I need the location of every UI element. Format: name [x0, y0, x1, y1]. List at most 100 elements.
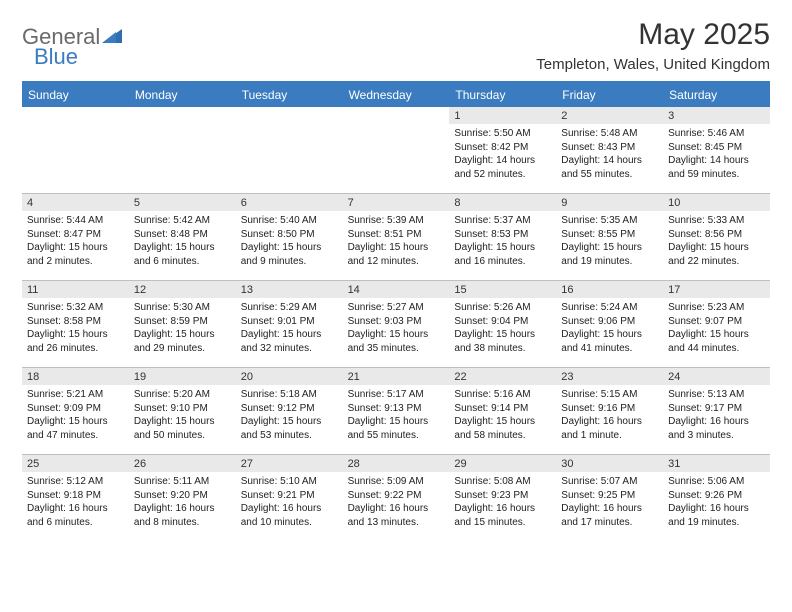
sunset-text: Sunset: 8:42 PM	[454, 141, 551, 155]
day-cell: 14Sunrise: 5:27 AMSunset: 9:03 PMDayligh…	[343, 281, 450, 367]
day2-text: and 44 minutes.	[668, 342, 765, 356]
day-details: Sunrise: 5:15 AMSunset: 9:16 PMDaylight:…	[556, 385, 663, 446]
week-row: 18Sunrise: 5:21 AMSunset: 9:09 PMDayligh…	[22, 367, 770, 454]
day-number: 27	[236, 455, 343, 472]
day-details: Sunrise: 5:42 AMSunset: 8:48 PMDaylight:…	[129, 211, 236, 272]
sunset-text: Sunset: 8:45 PM	[668, 141, 765, 155]
day-details: Sunrise: 5:09 AMSunset: 9:22 PMDaylight:…	[343, 472, 450, 533]
sunset-text: Sunset: 9:03 PM	[348, 315, 445, 329]
day-cell: 6Sunrise: 5:40 AMSunset: 8:50 PMDaylight…	[236, 194, 343, 280]
day1-text: Daylight: 16 hours	[27, 502, 124, 516]
day2-text: and 13 minutes.	[348, 516, 445, 530]
day-number	[129, 107, 236, 124]
sunset-text: Sunset: 9:18 PM	[27, 489, 124, 503]
day1-text: Daylight: 16 hours	[668, 415, 765, 429]
weekday-header-row: Sunday Monday Tuesday Wednesday Thursday…	[22, 83, 770, 107]
day-details: Sunrise: 5:07 AMSunset: 9:25 PMDaylight:…	[556, 472, 663, 533]
sunrise-text: Sunrise: 5:24 AM	[561, 301, 658, 315]
page-title: May 2025	[536, 18, 770, 52]
day-number: 24	[663, 368, 770, 385]
sunrise-text: Sunrise: 5:06 AM	[668, 475, 765, 489]
sunset-text: Sunset: 9:16 PM	[561, 402, 658, 416]
sunrise-text: Sunrise: 5:18 AM	[241, 388, 338, 402]
day1-text: Daylight: 15 hours	[134, 328, 231, 342]
sunset-text: Sunset: 9:22 PM	[348, 489, 445, 503]
day-cell: 17Sunrise: 5:23 AMSunset: 9:07 PMDayligh…	[663, 281, 770, 367]
day-number: 5	[129, 194, 236, 211]
day1-text: Daylight: 15 hours	[27, 328, 124, 342]
day-number: 13	[236, 281, 343, 298]
day-details: Sunrise: 5:18 AMSunset: 9:12 PMDaylight:…	[236, 385, 343, 446]
sunrise-text: Sunrise: 5:42 AM	[134, 214, 231, 228]
sunrise-text: Sunrise: 5:09 AM	[348, 475, 445, 489]
day-details: Sunrise: 5:17 AMSunset: 9:13 PMDaylight:…	[343, 385, 450, 446]
sunrise-text: Sunrise: 5:10 AM	[241, 475, 338, 489]
sunset-text: Sunset: 9:10 PM	[134, 402, 231, 416]
day1-text: Daylight: 15 hours	[134, 241, 231, 255]
sunrise-text: Sunrise: 5:44 AM	[27, 214, 124, 228]
day-number: 9	[556, 194, 663, 211]
day1-text: Daylight: 15 hours	[454, 241, 551, 255]
day-number: 11	[22, 281, 129, 298]
day-cell: 26Sunrise: 5:11 AMSunset: 9:20 PMDayligh…	[129, 455, 236, 541]
day-cell: 23Sunrise: 5:15 AMSunset: 9:16 PMDayligh…	[556, 368, 663, 454]
day-number: 15	[449, 281, 556, 298]
day-cell: 4Sunrise: 5:44 AMSunset: 8:47 PMDaylight…	[22, 194, 129, 280]
day2-text: and 41 minutes.	[561, 342, 658, 356]
sunrise-text: Sunrise: 5:40 AM	[241, 214, 338, 228]
day-cell: 7Sunrise: 5:39 AMSunset: 8:51 PMDaylight…	[343, 194, 450, 280]
sunrise-text: Sunrise: 5:21 AM	[27, 388, 124, 402]
day-number: 18	[22, 368, 129, 385]
day2-text: and 3 minutes.	[668, 429, 765, 443]
day1-text: Daylight: 15 hours	[561, 328, 658, 342]
sunrise-text: Sunrise: 5:29 AM	[241, 301, 338, 315]
day2-text: and 53 minutes.	[241, 429, 338, 443]
sunrise-text: Sunrise: 5:20 AM	[134, 388, 231, 402]
sunset-text: Sunset: 8:59 PM	[134, 315, 231, 329]
day2-text: and 1 minute.	[561, 429, 658, 443]
sunset-text: Sunset: 8:43 PM	[561, 141, 658, 155]
day-cell: 20Sunrise: 5:18 AMSunset: 9:12 PMDayligh…	[236, 368, 343, 454]
day1-text: Daylight: 14 hours	[454, 154, 551, 168]
sunset-text: Sunset: 8:53 PM	[454, 228, 551, 242]
day-cell: 2Sunrise: 5:48 AMSunset: 8:43 PMDaylight…	[556, 107, 663, 193]
weekday-header: Thursday	[449, 83, 556, 107]
day-details: Sunrise: 5:08 AMSunset: 9:23 PMDaylight:…	[449, 472, 556, 533]
day2-text: and 22 minutes.	[668, 255, 765, 269]
sunrise-text: Sunrise: 5:26 AM	[454, 301, 551, 315]
day1-text: Daylight: 15 hours	[454, 328, 551, 342]
week-row: 11Sunrise: 5:32 AMSunset: 8:58 PMDayligh…	[22, 280, 770, 367]
week-row: 25Sunrise: 5:12 AMSunset: 9:18 PMDayligh…	[22, 454, 770, 541]
day-number: 4	[22, 194, 129, 211]
day-details: Sunrise: 5:23 AMSunset: 9:07 PMDaylight:…	[663, 298, 770, 359]
day-details: Sunrise: 5:10 AMSunset: 9:21 PMDaylight:…	[236, 472, 343, 533]
sunset-text: Sunset: 9:06 PM	[561, 315, 658, 329]
sunset-text: Sunset: 8:58 PM	[27, 315, 124, 329]
day-details: Sunrise: 5:11 AMSunset: 9:20 PMDaylight:…	[129, 472, 236, 533]
brand-part2-wrap: Blue	[34, 44, 78, 70]
day1-text: Daylight: 14 hours	[668, 154, 765, 168]
day-details: Sunrise: 5:06 AMSunset: 9:26 PMDaylight:…	[663, 472, 770, 533]
day2-text: and 32 minutes.	[241, 342, 338, 356]
sunset-text: Sunset: 9:23 PM	[454, 489, 551, 503]
weeks-container: 1Sunrise: 5:50 AMSunset: 8:42 PMDaylight…	[22, 107, 770, 541]
sunrise-text: Sunrise: 5:08 AM	[454, 475, 551, 489]
day-number: 1	[449, 107, 556, 124]
sunset-text: Sunset: 8:56 PM	[668, 228, 765, 242]
weekday-header: Friday	[556, 83, 663, 107]
day-cell: 27Sunrise: 5:10 AMSunset: 9:21 PMDayligh…	[236, 455, 343, 541]
weekday-header: Sunday	[22, 83, 129, 107]
day2-text: and 59 minutes.	[668, 168, 765, 182]
day-number	[236, 107, 343, 124]
day2-text: and 6 minutes.	[134, 255, 231, 269]
day1-text: Daylight: 15 hours	[348, 241, 445, 255]
sunrise-text: Sunrise: 5:27 AM	[348, 301, 445, 315]
day-number: 7	[343, 194, 450, 211]
sunset-text: Sunset: 9:13 PM	[348, 402, 445, 416]
day2-text: and 15 minutes.	[454, 516, 551, 530]
sunrise-text: Sunrise: 5:13 AM	[668, 388, 765, 402]
day2-text: and 12 minutes.	[348, 255, 445, 269]
sunset-text: Sunset: 9:01 PM	[241, 315, 338, 329]
day2-text: and 6 minutes.	[27, 516, 124, 530]
sunrise-text: Sunrise: 5:12 AM	[27, 475, 124, 489]
